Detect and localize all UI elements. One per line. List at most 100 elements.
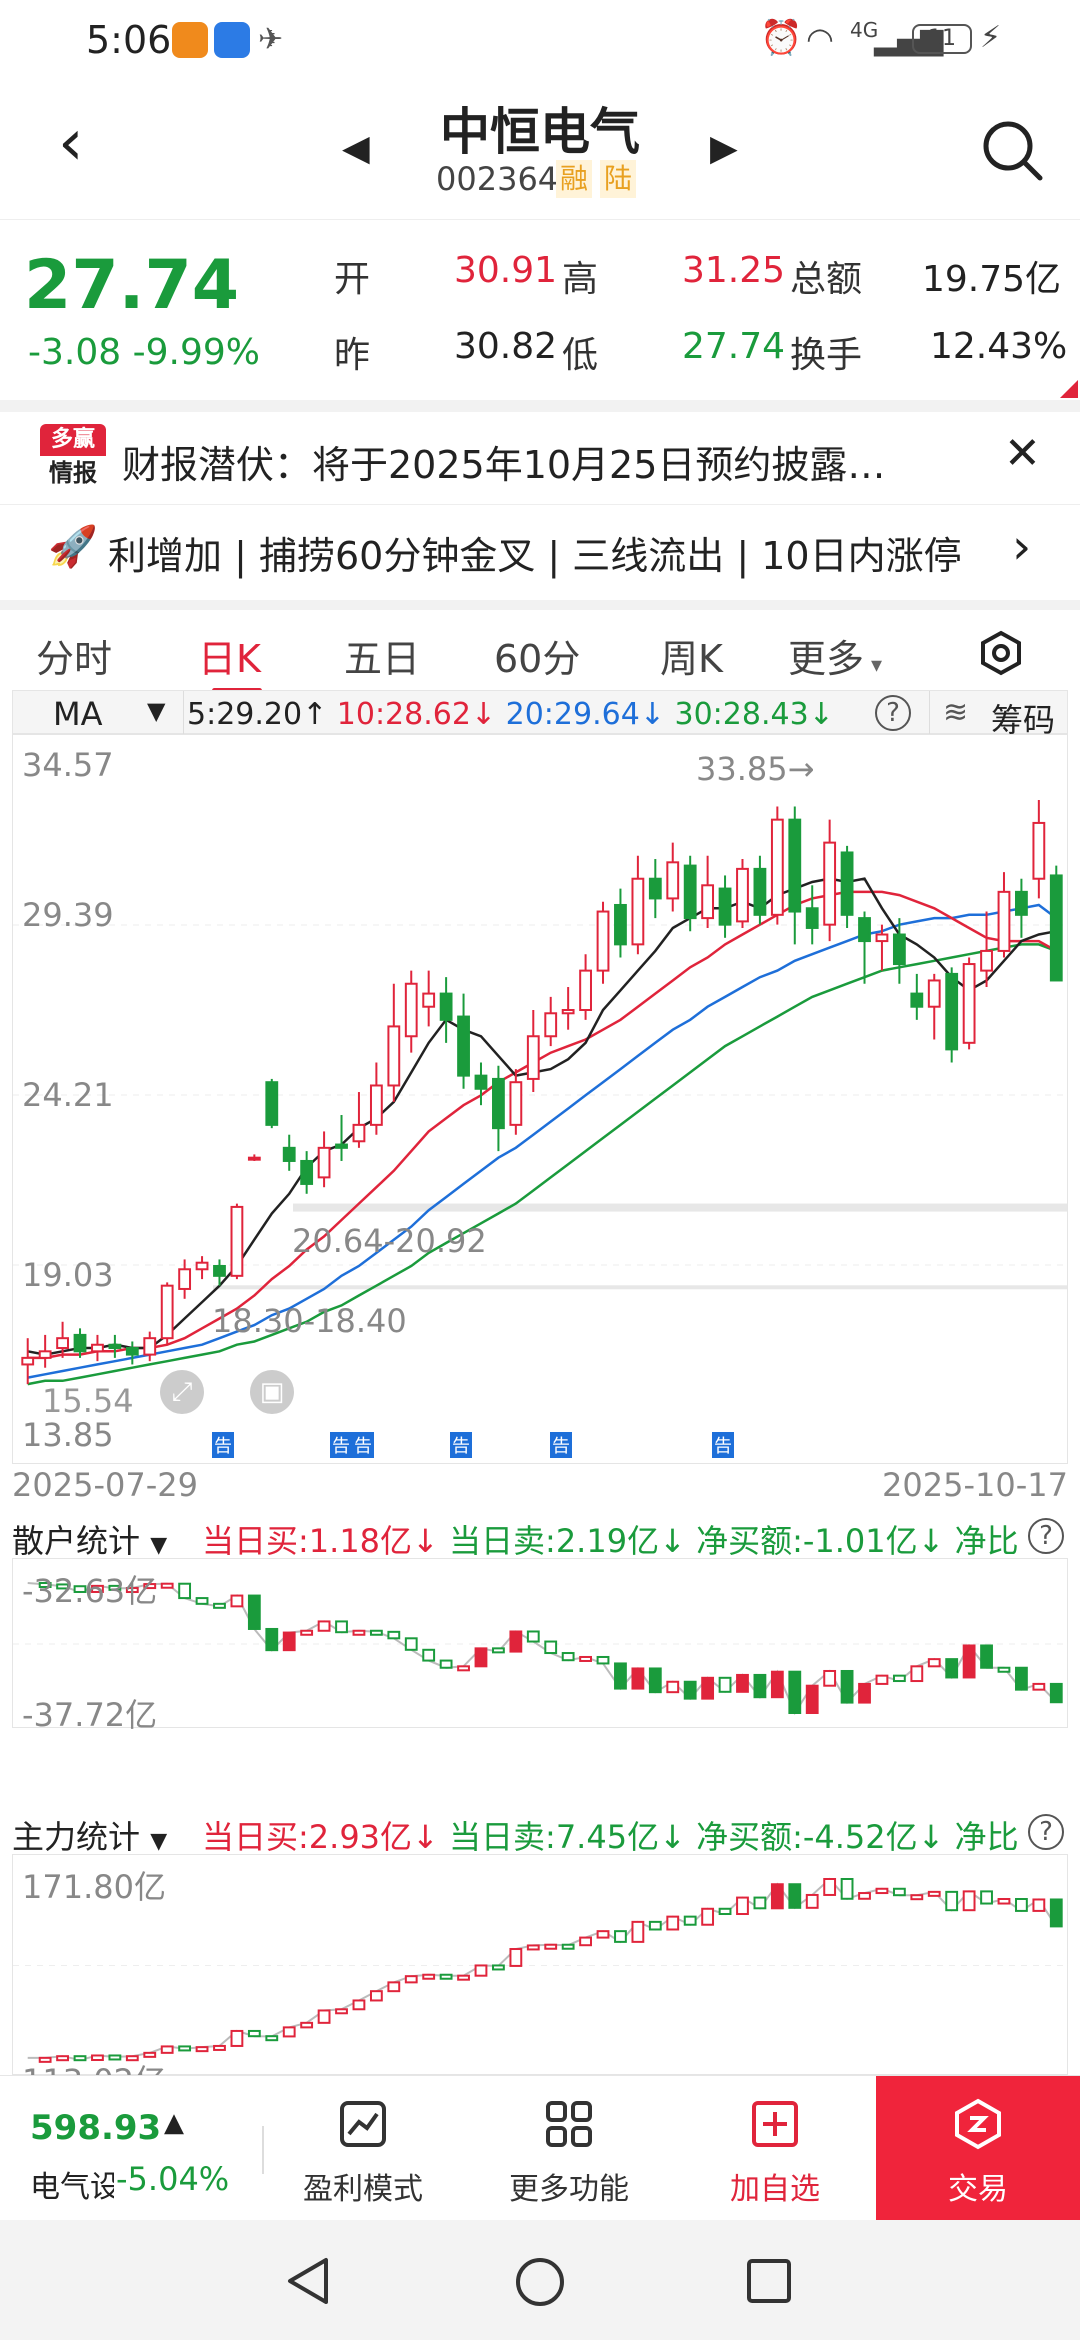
nav-recent-icon[interactable] bbox=[746, 2258, 792, 2304]
candle-body bbox=[247, 1156, 261, 1161]
indicator-bar bbox=[980, 1890, 993, 1905]
candle-body bbox=[369, 1084, 383, 1126]
up-arrow-icon: ▲ bbox=[164, 2108, 184, 2138]
candle-body bbox=[404, 982, 418, 1038]
profit-mode-button[interactable]: 盈利模式 bbox=[288, 2076, 438, 2221]
signal-icon: ▂▄▆ bbox=[874, 22, 944, 57]
indicator-bar bbox=[648, 1667, 662, 1694]
notice-tag[interactable]: 告 bbox=[450, 1432, 472, 1458]
nav-home-icon[interactable] bbox=[514, 2256, 566, 2308]
kline-chart[interactable] bbox=[12, 734, 1068, 1464]
ma-indicator-bar: MA ▼ 5:29.20↑ 10:28.62↓ 20:29.64↓ 30:28.… bbox=[12, 690, 1068, 739]
main-help-icon[interactable]: ? bbox=[1028, 1814, 1064, 1850]
trade-icon bbox=[955, 2098, 1001, 2150]
retail-dropdown-icon: ▼ bbox=[150, 1533, 168, 1558]
indicator-bar bbox=[1032, 1682, 1046, 1691]
tab-weekly-k[interactable]: 周K bbox=[660, 637, 723, 681]
retail-title[interactable]: 散户统计 ▼ bbox=[12, 1516, 167, 1558]
open-value: 30.91 bbox=[454, 250, 558, 291]
tab-60min[interactable]: 60分 bbox=[494, 637, 581, 681]
chevron-right-icon[interactable]: › bbox=[1012, 519, 1032, 575]
kline-grid bbox=[13, 924, 1067, 1290]
indicator-bar bbox=[770, 1670, 784, 1699]
indicator-bar bbox=[579, 1936, 592, 1947]
next-stock-icon[interactable]: ▶ bbox=[710, 128, 738, 169]
indicator-bar bbox=[962, 1890, 976, 1912]
indicator-bar bbox=[753, 1673, 767, 1699]
back-icon[interactable]: ‹ bbox=[58, 106, 84, 180]
candle-body bbox=[439, 992, 453, 1021]
amount-value: 19.75亿 bbox=[922, 259, 1062, 300]
dropdown-icon: ▾ bbox=[864, 653, 883, 678]
candle-body bbox=[631, 877, 645, 946]
candle-body bbox=[195, 1261, 209, 1271]
tab-intraday[interactable]: 分时 bbox=[36, 637, 113, 681]
main-chart[interactable] bbox=[12, 1854, 1068, 2075]
expand-corner-icon[interactable] bbox=[1060, 380, 1078, 398]
notice-tag[interactable]: 告 bbox=[212, 1432, 234, 1458]
prev-stock-icon[interactable]: ◀ bbox=[342, 128, 370, 169]
tab-five-day[interactable]: 五日 bbox=[344, 637, 421, 681]
main-title[interactable]: 主力统计 ▼ bbox=[12, 1812, 167, 1854]
profit-mode-label: 盈利模式 bbox=[303, 2172, 423, 2207]
candle-body bbox=[21, 1356, 35, 1366]
candle-body bbox=[753, 867, 767, 916]
ma-dropdown-icon[interactable]: ▼ bbox=[147, 697, 166, 725]
candle-body bbox=[282, 1146, 296, 1162]
retail-help-icon[interactable]: ? bbox=[1028, 1518, 1064, 1554]
indicator-bar bbox=[753, 1896, 767, 1910]
cloud-icon bbox=[214, 22, 250, 58]
database-icon: ≋ bbox=[943, 695, 969, 730]
add-watchlist-button[interactable]: 加自选 bbox=[700, 2076, 850, 2221]
ma20-value: 20:29.64↓ bbox=[505, 697, 665, 732]
ma-selector[interactable]: MA bbox=[53, 695, 103, 733]
candle-body bbox=[1049, 874, 1063, 982]
alarm-icon: ⏰ bbox=[760, 18, 803, 58]
indicator-bar bbox=[736, 1896, 749, 1916]
indicator-bar bbox=[927, 1890, 941, 1897]
index-widget[interactable]: 598.93 ▲ 电气设 -5.04% bbox=[0, 2076, 250, 2221]
settings-icon[interactable] bbox=[978, 630, 1024, 676]
indicator-bar bbox=[701, 1676, 715, 1700]
divider bbox=[0, 400, 1080, 412]
close-icon[interactable]: ✕ bbox=[1004, 428, 1041, 479]
indicator-bar bbox=[701, 1907, 715, 1926]
indicator-bar bbox=[439, 1659, 453, 1669]
indicator-bar bbox=[648, 1920, 662, 1931]
charging-icon: ⚡ bbox=[980, 20, 1002, 55]
indicator-bar bbox=[125, 2055, 139, 2062]
nav-back-icon[interactable] bbox=[284, 2256, 332, 2306]
help-icon[interactable]: ? bbox=[875, 695, 911, 731]
indicator-bar bbox=[718, 1676, 732, 1693]
expand-chart-icon[interactable]: ⤢ bbox=[160, 1370, 204, 1414]
picture-icon[interactable]: ▣ bbox=[250, 1370, 294, 1414]
notice-tag[interactable]: 告 bbox=[550, 1432, 572, 1458]
ma20-line bbox=[27, 903, 1058, 1379]
price-change: -3.08 -9.99% bbox=[28, 332, 260, 373]
indicator-bar bbox=[631, 1920, 645, 1943]
notice-tag[interactable]: 告 bbox=[352, 1432, 374, 1458]
indicator-bar bbox=[980, 1644, 993, 1669]
candle-body bbox=[73, 1333, 87, 1353]
grid-icon bbox=[546, 2101, 592, 2147]
search-icon[interactable] bbox=[980, 118, 1046, 184]
ma-divider bbox=[183, 691, 184, 735]
candle-body bbox=[823, 841, 837, 926]
ma5-line bbox=[27, 877, 1057, 1356]
indicator-bar bbox=[1049, 1682, 1063, 1704]
stock-code: 002364 bbox=[436, 160, 559, 198]
indicator-bar bbox=[73, 1585, 87, 1593]
news-banner[interactable]: 多赢 情报 财报潜伏：将于2025年10月25日预约披露… ✕ bbox=[0, 412, 1080, 504]
more-functions-button[interactable]: 更多功能 bbox=[494, 2076, 644, 2221]
ma-values: 5:29.20↑ 10:28.62↓ 20:29.64↓ 30:28.43↓ bbox=[187, 697, 834, 732]
tab-more[interactable]: 更多 ▾ bbox=[788, 628, 882, 683]
signal-ticker[interactable]: 🚀 利增加 | 捕捞60分钟金叉 | 三线流出 | 10日内涨停 › bbox=[0, 504, 1080, 596]
retail-chart[interactable] bbox=[12, 1558, 1068, 1728]
notice-tag[interactable]: 告 bbox=[330, 1432, 352, 1458]
tab-daily-k[interactable]: 日K bbox=[198, 637, 261, 681]
chip-button[interactable]: 筹码 bbox=[991, 701, 1056, 739]
trade-button[interactable]: 交易 bbox=[876, 2076, 1080, 2221]
main-ratio: 净比 bbox=[954, 1818, 1019, 1854]
chip-band bbox=[213, 1285, 1067, 1290]
notice-tag[interactable]: 告 bbox=[712, 1432, 734, 1458]
